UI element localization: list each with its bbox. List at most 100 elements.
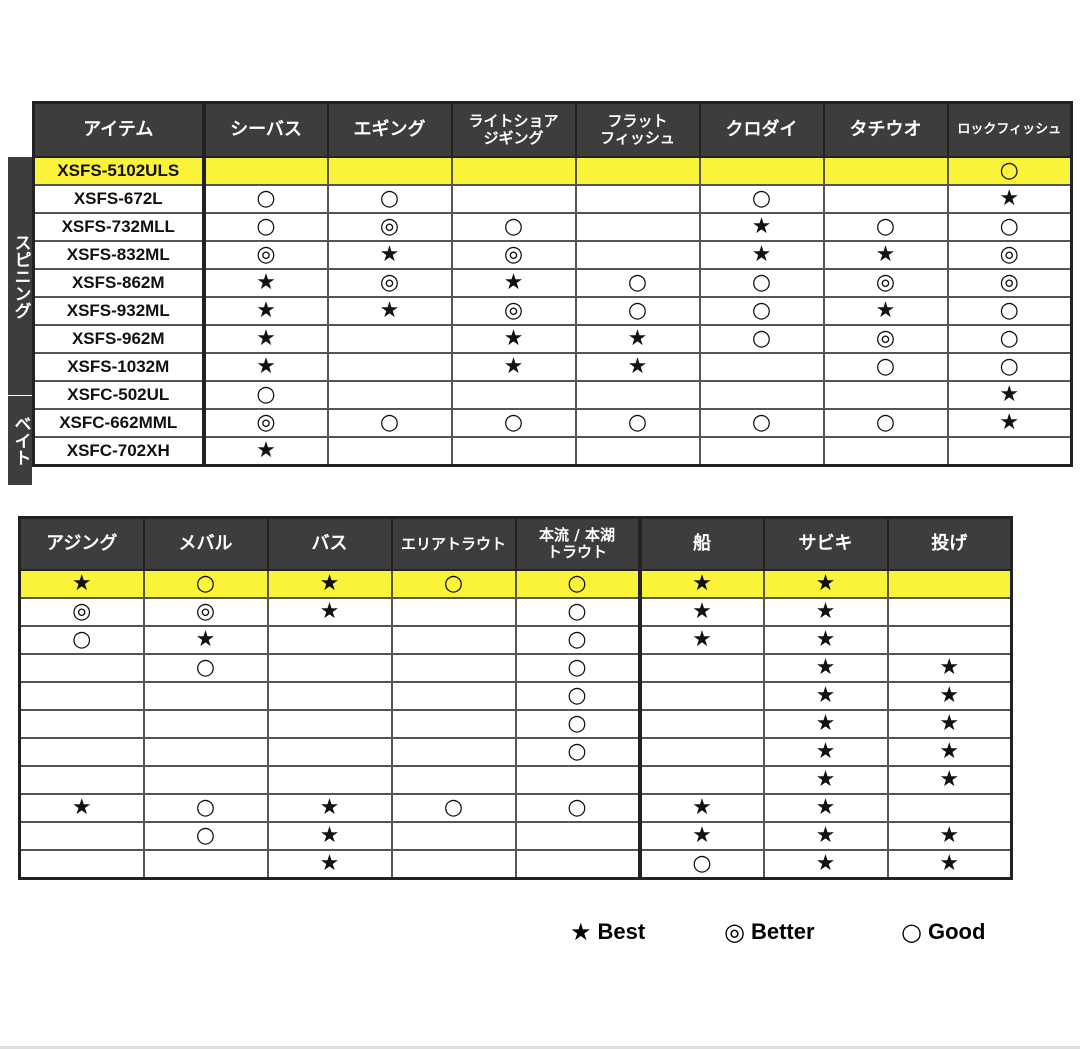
empty-cell <box>886 793 1013 823</box>
star-icon: ★ <box>266 821 393 851</box>
star-icon: ★ <box>822 296 949 326</box>
empty-cell <box>514 849 642 880</box>
circle-icon: ○ <box>450 408 577 438</box>
double-circle-icon: ◎ <box>202 408 329 438</box>
star-icon: ★ <box>266 793 393 823</box>
model-name: XSFC-502UL <box>32 380 206 410</box>
empty-cell <box>326 156 453 186</box>
circle-icon: ○ <box>142 653 269 683</box>
empty-cell <box>18 849 145 880</box>
column-header: エギング <box>326 101 453 158</box>
circle-icon: ○ <box>514 737 642 767</box>
circle-icon: ○ <box>901 918 922 946</box>
empty-cell <box>390 681 517 711</box>
empty-cell <box>390 597 517 627</box>
table-row: XSFS-932ML ★ ★ ◎ ○ ○ ★ ○ <box>32 296 1073 326</box>
empty-cell <box>18 765 145 795</box>
group-label-bait: ベイト <box>8 396 32 485</box>
table-row: ○ ○ ★ ★ <box>18 653 1013 683</box>
model-name: XSFS-732MLL <box>32 212 206 242</box>
star-icon: ★ <box>886 681 1013 711</box>
column-header: 船 <box>638 516 765 571</box>
double-circle-icon: ◎ <box>724 918 745 946</box>
star-icon: ★ <box>762 821 889 851</box>
star-icon: ★ <box>762 709 889 739</box>
star-icon: ★ <box>450 352 577 382</box>
circle-icon: ○ <box>822 408 949 438</box>
star-icon: ★ <box>762 569 889 599</box>
table-row: XSFS-732MLL ○ ◎ ○ ★ ○ ○ <box>32 212 1073 242</box>
empty-cell <box>390 821 517 851</box>
empty-cell <box>390 737 517 767</box>
column-header: サビキ <box>762 516 889 571</box>
empty-cell <box>822 436 949 467</box>
star-icon: ★ <box>886 821 1013 851</box>
empty-cell <box>326 436 453 467</box>
table-row: XSFS-962M ★ ★ ★ ○ ◎ ○ <box>32 324 1073 354</box>
circle-icon: ○ <box>142 569 269 599</box>
double-circle-icon: ◎ <box>822 268 949 298</box>
circle-icon: ○ <box>574 268 701 298</box>
star-icon: ★ <box>266 849 393 880</box>
circle-icon: ○ <box>514 569 642 599</box>
empty-cell <box>574 436 701 467</box>
model-name: XSFS-672L <box>32 184 206 214</box>
star-icon: ★ <box>142 625 269 655</box>
table-row: ○ ★ ★ ★ ★ <box>18 821 1013 851</box>
table-row: ★ ○ ★ ★ <box>18 849 1013 880</box>
star-icon: ★ <box>638 821 765 851</box>
double-circle-icon: ◎ <box>450 296 577 326</box>
model-name: XSFS-962M <box>32 324 206 354</box>
circle-icon: ○ <box>514 681 642 711</box>
empty-cell <box>514 765 642 795</box>
column-header: バス <box>266 516 393 571</box>
circle-icon: ○ <box>202 184 329 214</box>
table-row: ○ ★ ★ <box>18 681 1013 711</box>
table-row: XSFS-1032M ★ ★ ★ ○ ○ <box>32 352 1073 382</box>
star-icon: ★ <box>762 625 889 655</box>
legend-label: Good <box>927 919 986 944</box>
empty-cell <box>698 156 825 186</box>
star-icon: ★ <box>762 737 889 767</box>
empty-cell <box>142 765 269 795</box>
circle-icon: ○ <box>390 569 517 599</box>
star-icon: ★ <box>638 625 765 655</box>
star-icon: ★ <box>886 653 1013 683</box>
bottom-compatibility-table: アジング メバル バス エリアトラウト 本流 / 本湖 トラウト船サビキ 投げ ★ ○ ★ ○ ○… <box>18 516 1013 880</box>
column-header: 投げ <box>886 516 1013 571</box>
star-icon: ★ <box>886 737 1013 767</box>
column-header: 本流 / 本湖 トラウト <box>514 516 642 571</box>
empty-cell <box>574 156 701 186</box>
circle-icon: ○ <box>574 408 701 438</box>
empty-cell <box>18 653 145 683</box>
double-circle-icon: ◎ <box>450 240 577 270</box>
empty-cell <box>886 569 1013 599</box>
table-row: ○ ★ ★ <box>18 737 1013 767</box>
star-icon: ★ <box>450 324 577 354</box>
model-name: XSFS-832ML <box>32 240 206 270</box>
circle-icon: ○ <box>514 709 642 739</box>
double-circle-icon: ◎ <box>202 240 329 270</box>
star-icon: ★ <box>570 918 592 946</box>
divider <box>0 1046 1080 1049</box>
empty-cell <box>266 765 393 795</box>
circle-icon: ○ <box>698 408 825 438</box>
empty-cell <box>142 709 269 739</box>
empty-cell <box>638 765 765 795</box>
empty-cell <box>574 380 701 410</box>
empty-cell <box>266 737 393 767</box>
circle-icon: ○ <box>822 352 949 382</box>
empty-cell <box>822 380 949 410</box>
table-row: XSFS-862M ★ ◎ ★ ○ ○ ◎ ◎ <box>32 268 1073 298</box>
column-header: タチウオ <box>822 101 949 158</box>
star-icon: ★ <box>266 597 393 627</box>
empty-cell <box>698 436 825 467</box>
empty-cell <box>390 849 517 880</box>
table-row: ◎ ◎ ★ ○ ★ ★ <box>18 597 1013 627</box>
circle-icon: ○ <box>946 324 1073 354</box>
model-name: XSFC-702XH <box>32 436 206 467</box>
empty-cell <box>390 765 517 795</box>
model-name: XSFC-662MML <box>32 408 206 438</box>
star-icon: ★ <box>202 352 329 382</box>
column-header: シーバス <box>202 101 329 158</box>
